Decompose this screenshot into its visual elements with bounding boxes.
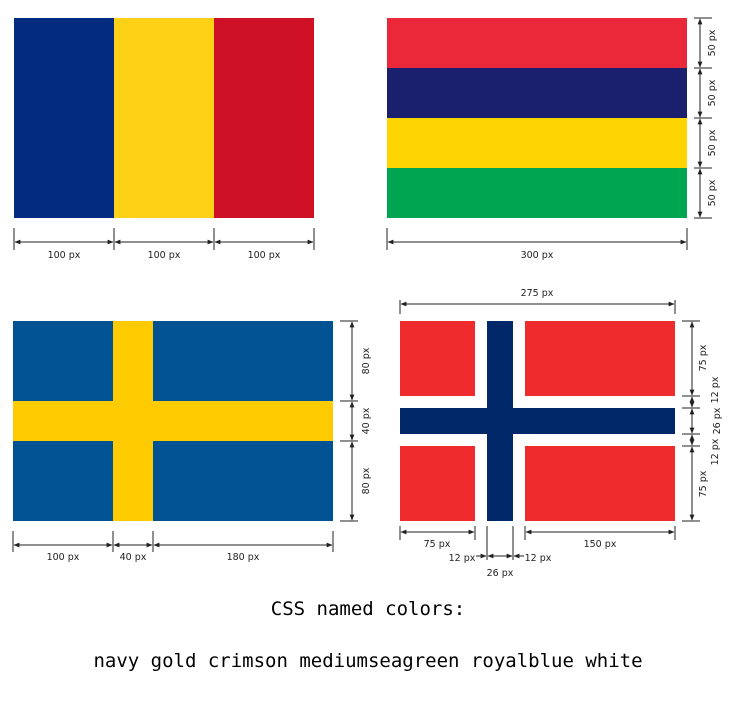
sweden-cross-horizontal	[13, 401, 333, 441]
mauritius-flag	[387, 18, 687, 218]
caption-title: CSS named colors:	[270, 598, 466, 620]
norway-total-width-dim: 275 px	[521, 288, 554, 299]
caption-color-list: navy gold crimson mediumseagreen royalbl…	[93, 650, 643, 672]
norway-rdim-3: 26 px	[712, 407, 723, 434]
mauritius-width-dim: 300 px	[521, 250, 554, 261]
norway-bdim-4: 12 px	[525, 553, 552, 564]
norway-red-top-left	[400, 321, 475, 396]
romania-yellow-stripe	[114, 18, 214, 218]
mauritius-yellow-band	[387, 118, 687, 168]
romania-blue-stripe	[14, 18, 114, 218]
romania-red-stripe	[214, 18, 314, 218]
mauritius-dimensions: 50 px 50 px 50 px 50 px 300 px	[386, 17, 718, 261]
mauritius-red-band	[387, 18, 687, 68]
norway-flag	[400, 321, 675, 521]
norway-rdim-4: 12 px	[710, 438, 721, 465]
sweden-vdim-1: 80 px	[361, 347, 372, 374]
romania-flag	[14, 18, 314, 218]
norway-bdim-2: 12 px	[449, 553, 476, 564]
sweden-flag	[13, 321, 333, 521]
norway-cross-horizontal	[400, 408, 675, 434]
mauritius-band-dim-1: 50 px	[707, 29, 718, 56]
mauritius-band-dim-3: 50 px	[707, 129, 718, 156]
norway-rdim-5: 75 px	[698, 470, 709, 497]
romania-dim-1: 100 px	[48, 250, 81, 261]
mauritius-band-dim-2: 50 px	[707, 79, 718, 106]
mauritius-band-dim-4: 50 px	[707, 179, 718, 206]
norway-bdim-3: 26 px	[487, 568, 514, 579]
sweden-hdim-3: 180 px	[227, 552, 260, 563]
romania-dimensions: 100 px 100 px 100 px	[13, 228, 315, 261]
norway-bdim-5: 150 px	[584, 539, 617, 550]
sweden-dimensions: 80 px 40 px 80 px 100 px 40 px 180 px	[12, 320, 372, 563]
norway-bdim-1: 75 px	[424, 539, 451, 550]
norway-dimensions: 275 px 75 px 12 px 26 px 12 px 75 px 75 …	[399, 288, 723, 579]
mauritius-blue-band	[387, 68, 687, 118]
sweden-hdim-1: 100 px	[47, 552, 80, 563]
sweden-hdim-2: 40 px	[120, 552, 147, 563]
romania-dim-2: 100 px	[148, 250, 181, 261]
romania-dim-3: 100 px	[248, 250, 281, 261]
norway-rdim-1: 75 px	[698, 344, 709, 371]
norway-red-top-right	[525, 321, 675, 396]
mauritius-green-band	[387, 168, 687, 218]
norway-red-bottom-left	[400, 446, 475, 521]
sweden-vdim-3: 80 px	[361, 467, 372, 494]
sweden-vdim-2: 40 px	[361, 407, 372, 434]
norway-red-bottom-right	[525, 446, 675, 521]
norway-rdim-2: 12 px	[710, 376, 721, 403]
